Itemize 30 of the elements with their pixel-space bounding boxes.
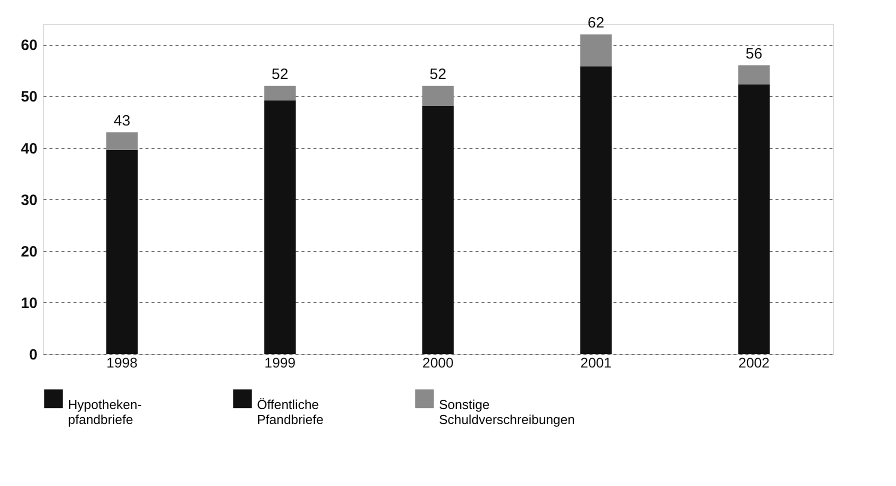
total-label: 43 xyxy=(114,112,130,130)
total-label: 52 xyxy=(430,66,446,83)
legend-label: Hypotheken- pfandbriefe xyxy=(68,396,142,427)
y-tick-label: 0 xyxy=(29,346,38,364)
total-label: 62 xyxy=(588,14,604,32)
bar xyxy=(422,106,454,354)
bar xyxy=(738,65,770,84)
bar xyxy=(264,100,296,354)
y-tick-label: 20 xyxy=(20,243,38,260)
bar xyxy=(580,66,612,354)
bar xyxy=(580,34,612,66)
y-tick-label: 10 xyxy=(20,294,38,312)
x-tick-label: 2002 xyxy=(738,354,770,370)
bar xyxy=(264,86,296,100)
legend-label: Öffentliche Pfandbriefe xyxy=(257,396,324,427)
x-tick-label: 2001 xyxy=(580,354,612,370)
total-label: 52 xyxy=(272,66,288,83)
x-tick-label: 2000 xyxy=(422,354,454,370)
bar xyxy=(106,150,138,354)
x-tick-label: 1998 xyxy=(106,354,138,370)
y-tick-label: 50 xyxy=(20,88,38,106)
bar xyxy=(422,86,454,106)
x-tick-label: 1999 xyxy=(264,354,296,370)
bar xyxy=(106,132,138,150)
legend-label: Sonstige Schuldverschreibungen xyxy=(439,396,575,427)
y-tick-label: 60 xyxy=(20,37,38,54)
y-tick-label: 30 xyxy=(20,192,38,209)
total-label: 56 xyxy=(746,45,762,62)
bar xyxy=(738,84,770,354)
y-tick-label: 40 xyxy=(20,140,38,158)
